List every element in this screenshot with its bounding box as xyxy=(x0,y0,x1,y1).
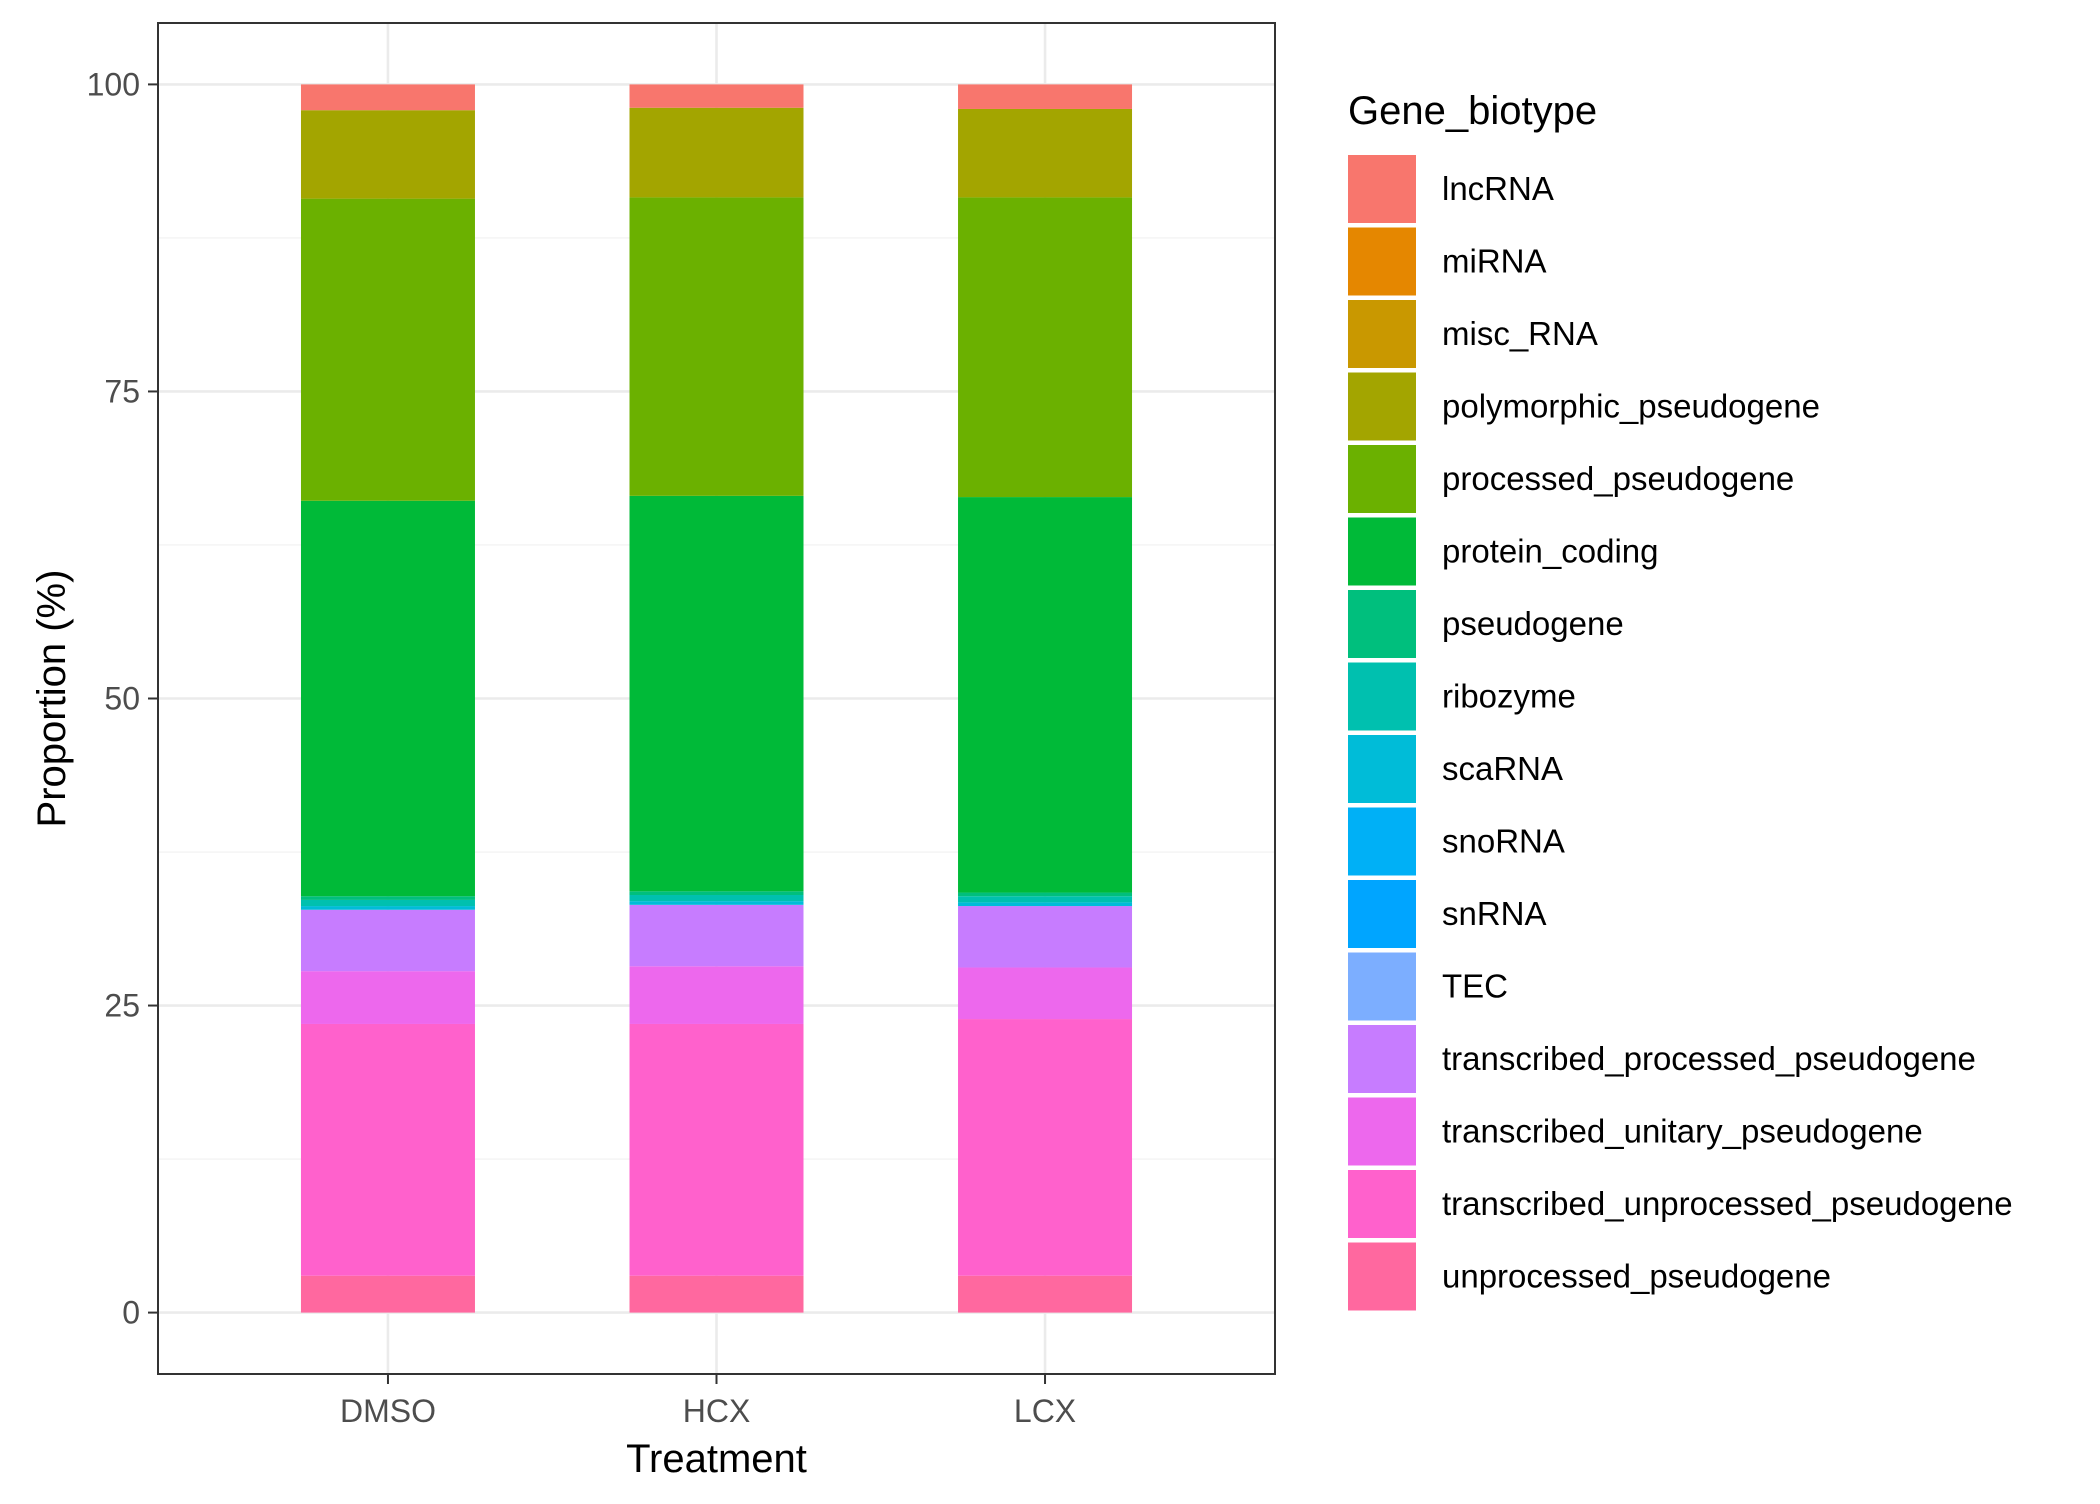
bar-segment-transcribed_unprocessed_pseudogene xyxy=(629,1023,804,1276)
bar-segment-polymorphic_pseudogene xyxy=(958,108,1133,198)
legend-label: miRNA xyxy=(1442,243,1547,280)
legend-label: processed_pseudogene xyxy=(1442,460,1794,497)
legend-label: transcribed_unprocessed_pseudogene xyxy=(1442,1185,2013,1222)
bar-segment-processed_pseudogene xyxy=(629,197,804,496)
bar-segment-lncRNA xyxy=(300,84,475,111)
legend-key-snRNA xyxy=(1348,880,1416,948)
bar-segment-ribozyme xyxy=(629,895,804,902)
legend-key-scaRNA xyxy=(1348,735,1416,803)
legend-key-transcribed_unitary_pseudogene xyxy=(1348,1097,1416,1166)
legend-key-pseudogene xyxy=(1348,590,1416,658)
bar-segment-transcribed_unitary_pseudogene xyxy=(958,967,1133,1020)
bar-segment-lncRNA xyxy=(958,84,1133,109)
bar-segment-scaRNA xyxy=(300,906,475,910)
bar-segment-transcribed_unprocessed_pseudogene xyxy=(300,1023,475,1276)
bar-segment-unprocessed_pseudogene xyxy=(958,1275,1133,1313)
bar-segment-polymorphic_pseudogene xyxy=(629,107,804,198)
bar-segment-scaRNA xyxy=(958,902,1133,907)
bar-segment-transcribed_unitary_pseudogene xyxy=(300,971,475,1024)
legend-key-transcribed_unprocessed_pseudogene xyxy=(1348,1170,1416,1238)
legend-label: unprocessed_pseudogene xyxy=(1442,1258,1831,1295)
bar-segment-protein_coding xyxy=(958,497,1133,893)
legend-label: TEC xyxy=(1442,968,1508,1005)
legend-label: snoRNA xyxy=(1442,823,1565,860)
legend-label: protein_coding xyxy=(1442,533,1659,570)
legend-label: polymorphic_pseudogene xyxy=(1442,388,1820,425)
legend-label: lncRNA xyxy=(1442,170,1554,207)
legend-key-unprocessed_pseudogene xyxy=(1348,1242,1416,1311)
bar-segment-processed_pseudogene xyxy=(958,197,1133,498)
legend-key-processed_pseudogene xyxy=(1348,445,1416,513)
legend-label: transcribed_processed_pseudogene xyxy=(1442,1040,1976,1077)
legend-label: ribozyme xyxy=(1442,678,1576,715)
legend-key-TEC xyxy=(1348,952,1416,1021)
bar-segment-pseudogene xyxy=(629,891,804,896)
y-tick-label: 100 xyxy=(87,66,140,102)
bar-segment-unprocessed_pseudogene xyxy=(300,1275,475,1313)
y-tick-label: 25 xyxy=(104,988,140,1024)
x-axis-title: Treatment xyxy=(626,1437,807,1481)
x-tick-label: HCX xyxy=(683,1393,751,1429)
bar-segment-pseudogene xyxy=(958,892,1133,897)
legend-label: misc_RNA xyxy=(1442,315,1598,352)
legend: lncRNA miRNA misc_RNA polymorphic_pseudogen… xyxy=(1348,155,2013,1311)
legend-key-miRNA xyxy=(1348,227,1416,296)
bar-segment-polymorphic_pseudogene xyxy=(300,110,475,199)
axes: 0 25 50 75 100 DMSO HCX LCX xyxy=(87,66,1077,1429)
bar-segment-ribozyme xyxy=(300,899,475,907)
legend-key-polymorphic_pseudogene xyxy=(1348,372,1416,441)
y-tick-label: 50 xyxy=(104,681,140,717)
bar-segment-transcribed_unitary_pseudogene xyxy=(629,966,804,1024)
legend-key-misc_RNA xyxy=(1348,300,1416,368)
bar-segment-transcribed_processed_pseudogene xyxy=(629,904,804,967)
y-tick-label: 0 xyxy=(122,1295,140,1331)
y-tick-label: 75 xyxy=(104,373,140,409)
bar-segment-unprocessed_pseudogene xyxy=(629,1275,804,1313)
bar-segment-transcribed_unprocessed_pseudogene xyxy=(958,1019,1133,1276)
bars xyxy=(300,84,1133,1313)
y-axis-title: Proportion (%) xyxy=(30,570,74,828)
bar-segment-protein_coding xyxy=(300,500,475,897)
legend-label: transcribed_unitary_pseudogene xyxy=(1442,1113,1923,1150)
legend-label: scaRNA xyxy=(1442,750,1563,787)
bar-segment-scaRNA xyxy=(629,901,804,905)
bar-segment-lncRNA xyxy=(629,84,804,108)
legend-key-ribozyme xyxy=(1348,662,1416,731)
bar-segment-transcribed_processed_pseudogene xyxy=(300,909,475,972)
legend-key-protein_coding xyxy=(1348,517,1416,586)
legend-label: snRNA xyxy=(1442,895,1547,932)
legend-label: pseudogene xyxy=(1442,605,1624,642)
bar-segment-transcribed_processed_pseudogene xyxy=(958,906,1133,968)
bar-segment-ribozyme xyxy=(958,896,1133,903)
bar-segment-pseudogene xyxy=(300,896,475,900)
legend-key-transcribed_processed_pseudogene xyxy=(1348,1025,1416,1093)
legend-key-lncRNA xyxy=(1348,155,1416,223)
bar-segment-protein_coding xyxy=(629,495,804,892)
x-tick-label: DMSO xyxy=(340,1393,436,1429)
legend-title: Gene_biotype xyxy=(1348,89,1597,133)
legend-key-snoRNA xyxy=(1348,807,1416,876)
x-tick-label: LCX xyxy=(1014,1393,1076,1429)
bar-segment-processed_pseudogene xyxy=(300,198,475,501)
